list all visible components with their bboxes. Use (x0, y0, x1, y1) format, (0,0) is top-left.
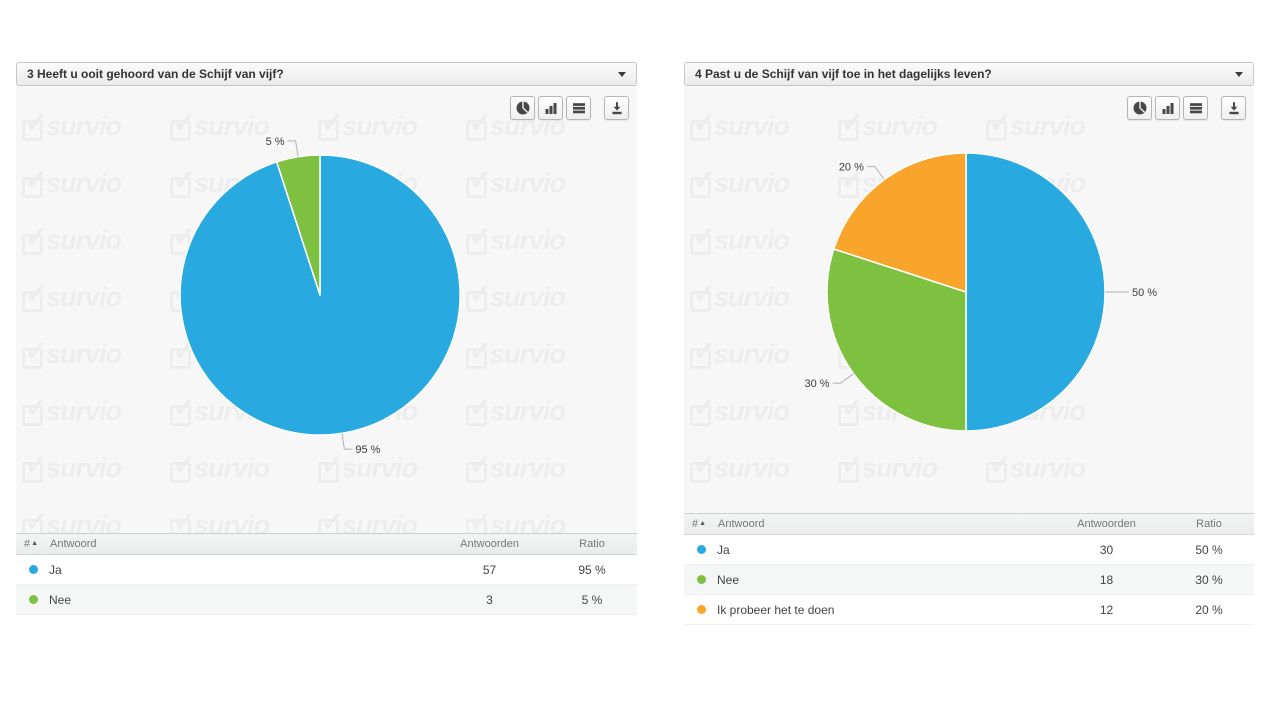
ratio-value: 5 % (581, 592, 603, 607)
table-header-row: # ▲ Antwoord Antwoorden Ratio (16, 533, 637, 555)
responses-count: 57 (482, 562, 497, 577)
chart-area: ✓survio✓survio✓survio✓survio✓survio✓surv… (684, 86, 1254, 513)
answer-column-header: Antwoord (50, 538, 97, 550)
bar-view-button[interactable] (1155, 96, 1180, 120)
table-icon (572, 103, 585, 114)
pie-view-button[interactable] (510, 96, 535, 120)
label-connector (866, 166, 885, 180)
bar-view-button[interactable] (538, 96, 563, 120)
question-dropdown[interactable]: 3 Heeft u ooit gehoord van de Schijf van… (16, 62, 637, 86)
pie-slice-nee[interactable] (826, 248, 967, 432)
pie-chart: 50 % 30 % 20 % (805, 152, 1157, 432)
chart-toolbar (1127, 96, 1246, 120)
pie-percent-label: 50 % (1132, 287, 1157, 299)
table-header-row: # ▲ Antwoord Antwoorden Ratio (684, 513, 1254, 535)
series-color-dot (29, 595, 38, 604)
caret-down-icon (618, 72, 626, 77)
answer-label: Ik probeer het te doen (717, 602, 835, 617)
ratio-value: 95 % (578, 562, 606, 577)
responses-count: 30 (1099, 542, 1114, 557)
answer-label: Ja (49, 562, 62, 577)
pie-percent-label: 5 % (266, 136, 285, 148)
ratio-value: 20 % (1195, 602, 1223, 617)
sort-asc-icon: ▲ (699, 519, 707, 527)
ratio-column-header: Ratio (579, 538, 605, 550)
question-dropdown[interactable]: 4 Past u de Schijf van vijf toe in het d… (684, 62, 1254, 86)
ratio-value: 30 % (1195, 572, 1223, 587)
download-icon (611, 102, 622, 115)
series-color-dot (697, 575, 706, 584)
answer-row: Nee 3 5 % (16, 585, 637, 615)
pie-slice-nee[interactable] (275, 154, 321, 296)
series-color-dot (697, 605, 706, 614)
answer-row: Ja 57 95 % (16, 555, 637, 585)
table-view-button[interactable] (1183, 96, 1208, 120)
answer-label: Nee (717, 572, 740, 587)
chart-toolbar (510, 96, 629, 120)
pie-percent-label: 95 % (355, 444, 380, 456)
bar-chart-icon (545, 103, 556, 114)
pie-slice-ja[interactable] (965, 152, 1106, 432)
pie-chart: 95 % 5 % (179, 136, 461, 456)
pie-percent-label: 20 % (839, 162, 864, 174)
download-button[interactable] (604, 96, 629, 120)
sort-header[interactable]: # ▲ (692, 518, 707, 530)
answers-table: # ▲ Antwoord Antwoorden Ratio Ja 57 95 % Nee 3 5 % (16, 533, 637, 615)
responses-count: 12 (1099, 602, 1114, 617)
sort-header[interactable]: # ▲ (24, 538, 39, 550)
table-view-button[interactable] (566, 96, 591, 120)
pie-chart-icon (1133, 101, 1146, 115)
pie-chart-icon (516, 101, 529, 115)
pie-view-button[interactable] (1127, 96, 1152, 120)
answer-label: Ja (717, 542, 730, 557)
question-title: 4 Past u de Schijf van vijf toe in het d… (695, 67, 992, 81)
caret-down-icon (1235, 72, 1243, 77)
download-icon (1228, 102, 1239, 115)
question-panel: 3 Heeft u ooit gehoord van de Schijf van… (16, 62, 637, 615)
ratio-value: 50 % (1195, 542, 1223, 557)
answer-row: Ik probeer het te doen 12 20 % (684, 595, 1254, 625)
pie-slice-ik-probeer-het-te-doen[interactable] (833, 152, 967, 293)
sort-asc-icon: ▲ (31, 539, 39, 547)
question-title: 3 Heeft u ooit gehoord van de Schijf van… (27, 67, 284, 81)
download-button[interactable] (1221, 96, 1246, 120)
pie-percent-label: 30 % (805, 378, 830, 390)
responses-column-header: Antwoorden (1077, 518, 1136, 530)
answer-column-header: Antwoord (718, 518, 765, 530)
ratio-column-header: Ratio (1196, 518, 1222, 530)
series-color-dot (29, 565, 38, 574)
label-connector (832, 373, 854, 384)
label-connector (287, 140, 299, 157)
series-color-dot (697, 545, 706, 554)
responses-column-header: Antwoorden (460, 538, 519, 550)
answers-table: # ▲ Antwoord Antwoorden Ratio Ja 30 50 % Nee 18 30… (684, 513, 1254, 625)
bar-chart-icon (1162, 103, 1173, 114)
responses-count: 3 (486, 592, 493, 607)
answer-row: Nee 18 30 % (684, 565, 1254, 595)
responses-count: 18 (1099, 572, 1114, 587)
question-panel: 4 Past u de Schijf van vijf toe in het d… (684, 62, 1254, 625)
table-icon (1189, 103, 1202, 114)
answer-row: Ja 30 50 % (684, 535, 1254, 565)
answer-label: Nee (49, 592, 72, 607)
label-connector (341, 433, 353, 450)
chart-area: ✓survio✓survio✓survio✓survio✓survio✓surv… (16, 86, 637, 533)
